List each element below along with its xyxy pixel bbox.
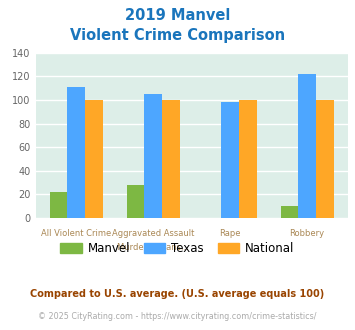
Legend: Manvel, Texas, National: Manvel, Texas, National — [56, 237, 299, 260]
Text: Robbery: Robbery — [290, 229, 325, 238]
Text: Violent Crime Comparison: Violent Crime Comparison — [70, 28, 285, 43]
Text: 2019 Manvel: 2019 Manvel — [125, 8, 230, 23]
Bar — [50, 192, 67, 218]
Bar — [162, 100, 180, 218]
Bar — [144, 94, 162, 218]
Bar — [221, 102, 239, 218]
Text: Murder & Mans...: Murder & Mans... — [117, 243, 189, 252]
Text: © 2025 CityRating.com - https://www.cityrating.com/crime-statistics/: © 2025 CityRating.com - https://www.city… — [38, 312, 317, 321]
Bar — [280, 206, 298, 218]
Bar — [127, 185, 144, 218]
Text: Aggravated Assault: Aggravated Assault — [112, 229, 195, 238]
Text: Compared to U.S. average. (U.S. average equals 100): Compared to U.S. average. (U.S. average … — [31, 289, 324, 299]
Bar — [85, 100, 103, 218]
Bar — [239, 100, 257, 218]
Text: Rape: Rape — [219, 229, 241, 238]
Bar — [67, 87, 85, 218]
Text: All Violent Crime: All Violent Crime — [41, 229, 111, 238]
Bar — [316, 100, 334, 218]
Bar — [298, 74, 316, 218]
